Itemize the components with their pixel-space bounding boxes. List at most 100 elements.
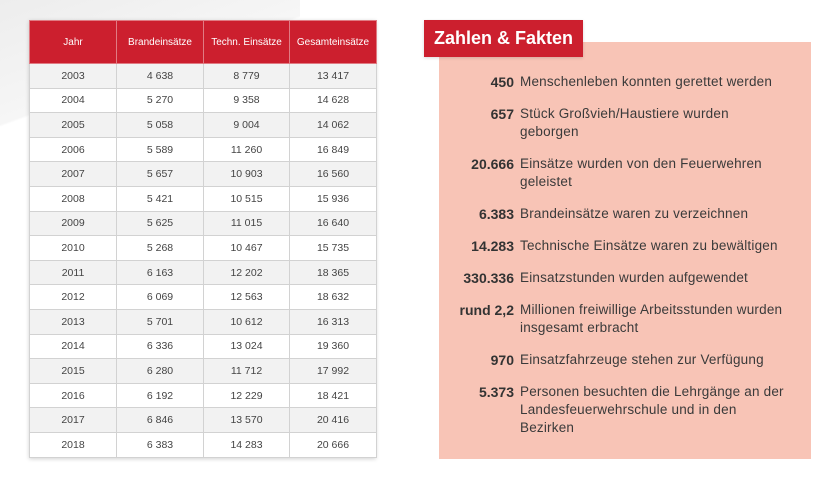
cell-technical-operations: 10 515 bbox=[203, 185, 290, 212]
cell-technical-operations: 13 024 bbox=[203, 333, 290, 360]
table-row: 2015 6 280 11 712 17 992 bbox=[29, 358, 377, 384]
fact-number: rund 2,2 bbox=[459, 302, 514, 318]
fact-number: 20.666 bbox=[471, 156, 514, 172]
cell-fire-operations: 5 701 bbox=[116, 308, 204, 335]
fact-item: 330.336 Einsatzstunden wurden aufgewendet bbox=[439, 269, 811, 287]
cell-technical-operations: 10 612 bbox=[203, 308, 290, 335]
fact-text: Personen besuchten die Lehrgänge an der … bbox=[520, 384, 784, 435]
fact-item: 450 Menschenleben konnten gerettet werden bbox=[439, 73, 811, 91]
table-row: 2009 5 625 11 015 16 640 bbox=[29, 210, 377, 237]
cell-technical-operations: 12 563 bbox=[203, 284, 290, 310]
cell-year: 2010 bbox=[29, 235, 117, 261]
cell-year: 2007 bbox=[29, 161, 117, 187]
cell-year: 2014 bbox=[29, 333, 117, 360]
facts-panel bbox=[439, 42, 811, 459]
cell-technical-operations: 10 467 bbox=[203, 235, 290, 261]
fact-item: 5.373 Personen besuchten die Lehrgänge an… bbox=[439, 383, 811, 437]
cell-fire-operations: 6 846 bbox=[116, 407, 204, 433]
cell-year: 2013 bbox=[29, 308, 117, 335]
cell-fire-operations: 6 383 bbox=[116, 431, 204, 458]
cell-total-operations: 15 735 bbox=[289, 235, 377, 261]
cell-technical-operations: 10 903 bbox=[203, 161, 290, 187]
cell-year: 2011 bbox=[29, 259, 117, 286]
cell-fire-operations: 6 069 bbox=[116, 284, 204, 310]
column-header-technical-operations: Techn. Einsätze bbox=[203, 20, 290, 64]
cell-fire-operations: 6 336 bbox=[116, 333, 204, 360]
cell-year: 2012 bbox=[29, 284, 117, 310]
facts-list: 450 Menschenleben konnten gerettet werden… bbox=[439, 73, 811, 451]
fact-item: 14.283 Technische Einsätze waren zu bewäl… bbox=[439, 237, 811, 255]
cell-technical-operations: 12 202 bbox=[203, 259, 290, 286]
cell-total-operations: 19 360 bbox=[289, 333, 377, 360]
cell-fire-operations: 5 058 bbox=[116, 112, 204, 138]
cell-technical-operations: 11 712 bbox=[203, 358, 290, 384]
fact-text: Menschenleben konnten gerettet werden bbox=[520, 74, 773, 89]
column-header-fire-operations: Brandeinsätze bbox=[116, 20, 204, 64]
cell-total-operations: 16 313 bbox=[289, 308, 377, 335]
fact-text: Technische Einsätze waren zu bewältigen bbox=[520, 238, 778, 253]
cell-total-operations: 15 936 bbox=[289, 185, 377, 212]
table-row: 2003 4 638 8 779 13 417 bbox=[29, 63, 377, 89]
cell-total-operations: 17 992 bbox=[289, 358, 377, 384]
fact-number: 6.383 bbox=[478, 206, 514, 222]
fact-text: Millionen freiwillige Arbeitsstunden wur… bbox=[520, 302, 783, 335]
cell-year: 2003 bbox=[29, 63, 117, 89]
table-row: 2008 5 421 10 515 15 936 bbox=[29, 185, 377, 212]
table-row: 2017 6 846 13 570 20 416 bbox=[29, 407, 377, 433]
fact-item: rund 2,2 Millionen freiwillige Arbeitsstu… bbox=[439, 301, 811, 337]
cell-total-operations: 13 417 bbox=[289, 63, 377, 89]
cell-fire-operations: 5 270 bbox=[116, 87, 204, 114]
statistics-table-card: Jahr Brandeinsätze Techn. Einsätze Gesam… bbox=[29, 20, 377, 458]
fact-text: Einsatzstunden wurden aufgewendet bbox=[520, 270, 749, 285]
cell-technical-operations: 12 229 bbox=[203, 382, 290, 409]
cell-year: 2006 bbox=[29, 136, 117, 163]
cell-technical-operations: 11 260 bbox=[203, 136, 290, 163]
cell-year: 2009 bbox=[29, 210, 117, 237]
cell-technical-operations: 11 015 bbox=[203, 210, 290, 237]
cell-fire-operations: 6 192 bbox=[116, 382, 204, 409]
table-row: 2014 6 336 13 024 19 360 bbox=[29, 333, 377, 360]
table-row: 2005 5 058 9 004 14 062 bbox=[29, 112, 377, 138]
cell-total-operations: 18 365 bbox=[289, 259, 377, 286]
fact-number: 657 bbox=[490, 106, 514, 122]
table-row: 2006 5 589 11 260 16 849 bbox=[29, 136, 377, 163]
cell-technical-operations: 9 004 bbox=[203, 112, 290, 138]
fact-item: 657 Stück Großvieh/Haustiere wurden gebor… bbox=[439, 105, 811, 141]
cell-total-operations: 20 666 bbox=[289, 431, 377, 458]
fact-item: 20.666 Einsätze wurden von den Feuerwehre… bbox=[439, 155, 811, 191]
cell-total-operations: 16 849 bbox=[289, 136, 377, 163]
cell-technical-operations: 14 283 bbox=[203, 431, 290, 458]
table-row: 2010 5 268 10 467 15 735 bbox=[29, 235, 377, 261]
cell-year: 2017 bbox=[29, 407, 117, 433]
table-row: 2007 5 657 10 903 16 560 bbox=[29, 161, 377, 187]
cell-year: 2008 bbox=[29, 185, 117, 212]
cell-year: 2015 bbox=[29, 358, 117, 384]
statistics-table: Jahr Brandeinsätze Techn. Einsätze Gesam… bbox=[29, 20, 377, 458]
cell-total-operations: 16 560 bbox=[289, 161, 377, 187]
column-header-year: Jahr bbox=[29, 20, 117, 64]
table-header-row: Jahr Brandeinsätze Techn. Einsätze Gesam… bbox=[29, 20, 377, 64]
cell-total-operations: 20 416 bbox=[289, 407, 377, 433]
fact-text: Einsatzfahrzeuge stehen zur Verfügung bbox=[520, 352, 764, 367]
cell-fire-operations: 5 625 bbox=[116, 210, 204, 237]
cell-total-operations: 14 628 bbox=[289, 87, 377, 114]
cell-total-operations: 14 062 bbox=[289, 112, 377, 138]
table-row: 2004 5 270 9 358 14 628 bbox=[29, 87, 377, 114]
cell-fire-operations: 6 163 bbox=[116, 259, 204, 286]
cell-technical-operations: 9 358 bbox=[203, 87, 290, 114]
cell-fire-operations: 5 421 bbox=[116, 185, 204, 212]
fact-text: Einsätze wurden von den Feuerwehren gele… bbox=[520, 156, 762, 189]
table-row: 2018 6 383 14 283 20 666 bbox=[29, 431, 377, 458]
fact-number: 14.283 bbox=[471, 238, 514, 254]
cell-fire-operations: 5 268 bbox=[116, 235, 204, 261]
cell-year: 2018 bbox=[29, 431, 117, 458]
fact-text: Brandeinsätze waren zu verzeichnen bbox=[520, 206, 749, 221]
cell-fire-operations: 5 589 bbox=[116, 136, 204, 163]
cell-total-operations: 16 640 bbox=[289, 210, 377, 237]
cell-year: 2016 bbox=[29, 382, 117, 409]
table-row: 2011 6 163 12 202 18 365 bbox=[29, 259, 377, 286]
fact-number: 330.336 bbox=[463, 270, 514, 286]
fact-text: Stück Großvieh/Haustiere wurden geborgen bbox=[520, 106, 729, 139]
cell-total-operations: 18 421 bbox=[289, 382, 377, 409]
cell-year: 2004 bbox=[29, 87, 117, 114]
